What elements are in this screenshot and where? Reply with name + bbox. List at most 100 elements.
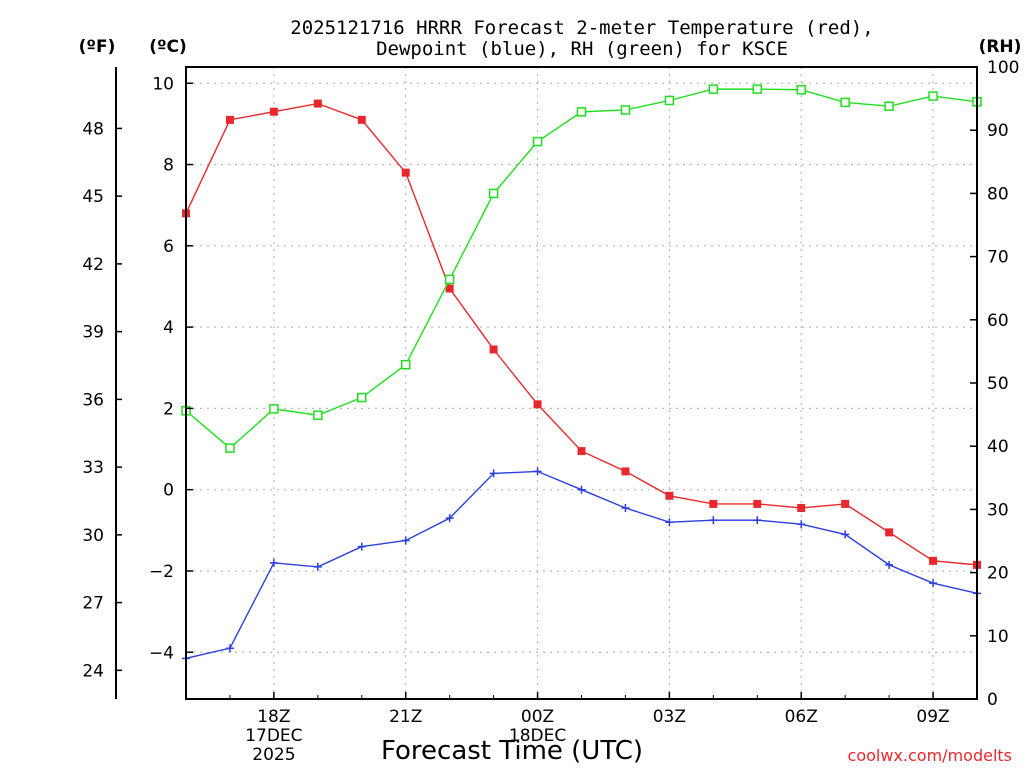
x-tick-label: 21Z <box>389 707 422 727</box>
grid <box>186 67 977 699</box>
data-point <box>445 514 454 523</box>
data-point <box>797 520 806 529</box>
data-point <box>401 168 410 177</box>
fahrenheit-tick-label: 39 <box>82 323 104 343</box>
data-point <box>400 359 411 370</box>
data-point <box>885 528 894 537</box>
series-rh <box>181 84 982 453</box>
plot-frame <box>185 66 978 700</box>
rh-tick-label: 10 <box>987 627 1009 647</box>
x-year-label: 2025 <box>252 745 295 765</box>
fahrenheit-unit-label: (ºF) <box>79 37 116 57</box>
data-point <box>665 518 674 527</box>
data-point <box>841 530 850 539</box>
data-point <box>664 95 675 106</box>
fahrenheit-tick-label: 27 <box>82 594 104 614</box>
rh-tick-label: 70 <box>987 248 1009 268</box>
data-point <box>532 136 543 147</box>
x-tick-label: 03Z <box>653 707 686 727</box>
data-point <box>708 84 719 94</box>
fahrenheit-tick-label: 33 <box>82 458 104 478</box>
data-point <box>357 392 367 403</box>
rh-tick-label: 90 <box>987 121 1009 141</box>
data-point <box>577 485 586 494</box>
chart-title-line1: 2025121716 HRRR Forecast 2-meter Tempera… <box>290 17 873 39</box>
data-point <box>796 85 806 95</box>
celsius-tick-label: 10 <box>152 74 174 94</box>
data-point <box>269 558 278 567</box>
data-point <box>752 84 763 94</box>
data-point <box>444 274 455 285</box>
data-point <box>357 115 366 124</box>
rh-tick-label: 80 <box>987 184 1009 204</box>
data-point <box>445 284 454 293</box>
data-point <box>225 115 234 124</box>
celsius-tick-label: 0 <box>163 481 174 501</box>
celsius-tick-label: 2 <box>163 399 174 419</box>
data-point <box>621 503 630 512</box>
credit-link[interactable]: coolwx.com/modelts <box>848 746 1012 765</box>
data-point <box>797 503 806 512</box>
fahrenheit-tick-label: 24 <box>82 661 104 681</box>
data-point <box>840 97 850 108</box>
x-tick-label: 09Z <box>916 707 949 727</box>
data-point <box>841 499 850 508</box>
fahrenheit-tick-label: 48 <box>82 119 104 139</box>
data-point <box>929 556 938 565</box>
data-point <box>621 467 630 476</box>
data-point <box>225 644 234 653</box>
data-point <box>885 560 894 569</box>
rh-tick-label: 40 <box>987 437 1009 457</box>
data-point <box>928 91 938 101</box>
celsius-tick-label: 4 <box>163 318 174 338</box>
data-point <box>225 443 235 453</box>
series-layer <box>181 84 982 663</box>
fahrenheit-tick-label: 30 <box>82 526 104 546</box>
data-point <box>533 400 542 409</box>
series-line <box>185 102 978 566</box>
data-point <box>577 447 586 456</box>
data-point <box>489 345 498 354</box>
data-point <box>709 499 718 508</box>
x-tick-label: 18Z <box>257 707 290 727</box>
data-point <box>313 99 322 108</box>
celsius-tick-label: 6 <box>163 237 174 257</box>
data-point <box>313 410 323 420</box>
fahrenheit-tick-label: 45 <box>82 187 104 207</box>
rh-tick-label: 20 <box>987 564 1009 584</box>
data-point <box>576 107 587 117</box>
celsius-tick-label: 8 <box>163 156 174 176</box>
celsius-unit-label: (ºC) <box>149 37 187 57</box>
data-point <box>929 579 938 588</box>
x-tick-label: 00Z <box>521 707 554 727</box>
data-point <box>357 542 366 551</box>
data-point <box>884 101 894 111</box>
data-point <box>401 536 410 545</box>
rh-tick-label: 50 <box>987 374 1009 394</box>
data-point <box>753 499 762 508</box>
rh-tick-label: 100 <box>987 58 1019 78</box>
series-temperature <box>182 99 981 569</box>
series-dewpoint <box>182 467 981 663</box>
data-point <box>313 562 322 571</box>
data-point <box>533 467 542 476</box>
data-point <box>489 469 498 478</box>
rh-tick-label: 30 <box>987 500 1009 520</box>
data-point <box>709 516 718 525</box>
rh-unit-label: (RH) <box>979 37 1022 57</box>
data-point <box>620 105 631 115</box>
data-point <box>269 404 279 414</box>
chart-title-line2: Dewpoint (blue), RH (green) for KSCE <box>376 38 788 60</box>
data-point <box>665 491 674 500</box>
series-line <box>185 470 978 660</box>
celsius-tick-label: −4 <box>149 643 174 663</box>
rh-tick-label: 0 <box>987 690 998 710</box>
data-point <box>753 516 762 525</box>
celsius-tick-label: −2 <box>149 562 174 582</box>
x-date-label: 17DEC <box>245 726 302 746</box>
series-line <box>185 88 978 450</box>
rh-tick-label: 60 <box>987 311 1009 331</box>
fahrenheit-tick-label: 36 <box>82 390 104 410</box>
